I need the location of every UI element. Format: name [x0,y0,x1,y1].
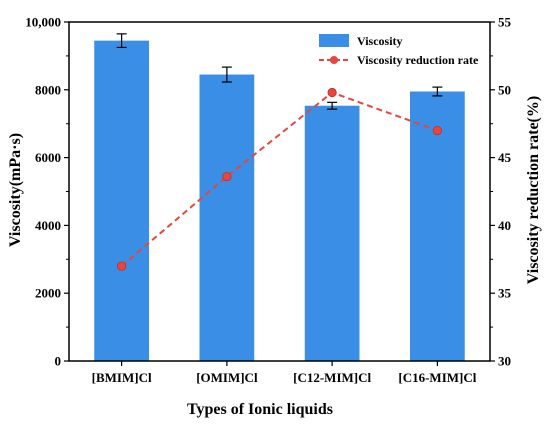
y-left-tick-label: 6000 [35,150,61,165]
bar-4 [410,91,465,362]
reduction-rate-point-3 [327,87,337,98]
error-bar-1 [116,33,127,49]
x-axis-title: Types of Ionic liquids [187,401,333,418]
y-right-tick-label: 40 [498,218,511,233]
bar-2 [199,74,255,362]
legend-marker-reduction-rate [330,56,338,64]
legend-label-reduction-rate: Viscosity reduction rate [357,53,479,67]
y-left-tick-label: 0 [55,354,62,369]
y-right-tick-label: 30 [498,354,511,369]
y-axis-title-left: Viscosity(mPa·s) [7,133,24,247]
legend-swatch-viscosity [319,34,349,47]
y-axis-title-right: Viscosity reduction rate(%) [525,96,542,284]
y-left-tick-label: 4000 [35,218,61,233]
error-bar-2 [221,66,232,83]
x-tick-label: [C16-MIM]Cl [398,370,476,385]
bars-layer [94,40,465,362]
y-right-tick-label: 45 [498,150,512,165]
reduction-rate-line [120,91,438,267]
y-right-tick-label: 55 [498,15,512,30]
error-bars-layer [116,33,443,110]
x-tick-label: [C12-MIM]Cl [293,370,371,385]
reduction-rate-point-1 [117,261,127,271]
bar-1 [94,40,149,362]
y-right-tick-label: 50 [498,82,511,97]
line-layer [117,87,442,271]
x-tick-label: [OMIM]Cl [196,370,258,385]
error-bar-4 [432,86,443,97]
y-left-tick-label: 8000 [35,82,61,97]
y-right-tick-label: 35 [498,286,512,301]
legend-label-viscosity: Viscosity [357,34,403,48]
y-left-tick-label: 10,000 [25,15,61,30]
reduction-rate-point-2 [222,171,232,182]
bar-3 [304,105,360,361]
reduction-rate-point-4 [432,125,442,136]
error-bar-3 [327,101,338,110]
x-tick-label: [BMIM]Cl [92,370,152,385]
axes-layer: 0 2000 4000 6000 8000 10,000 30 35 40 45 50 55 [BMIM… [25,15,511,386]
y-left-tick-label: 2000 [35,286,61,301]
legend: Viscosity Viscosity reduction rate [319,34,479,67]
